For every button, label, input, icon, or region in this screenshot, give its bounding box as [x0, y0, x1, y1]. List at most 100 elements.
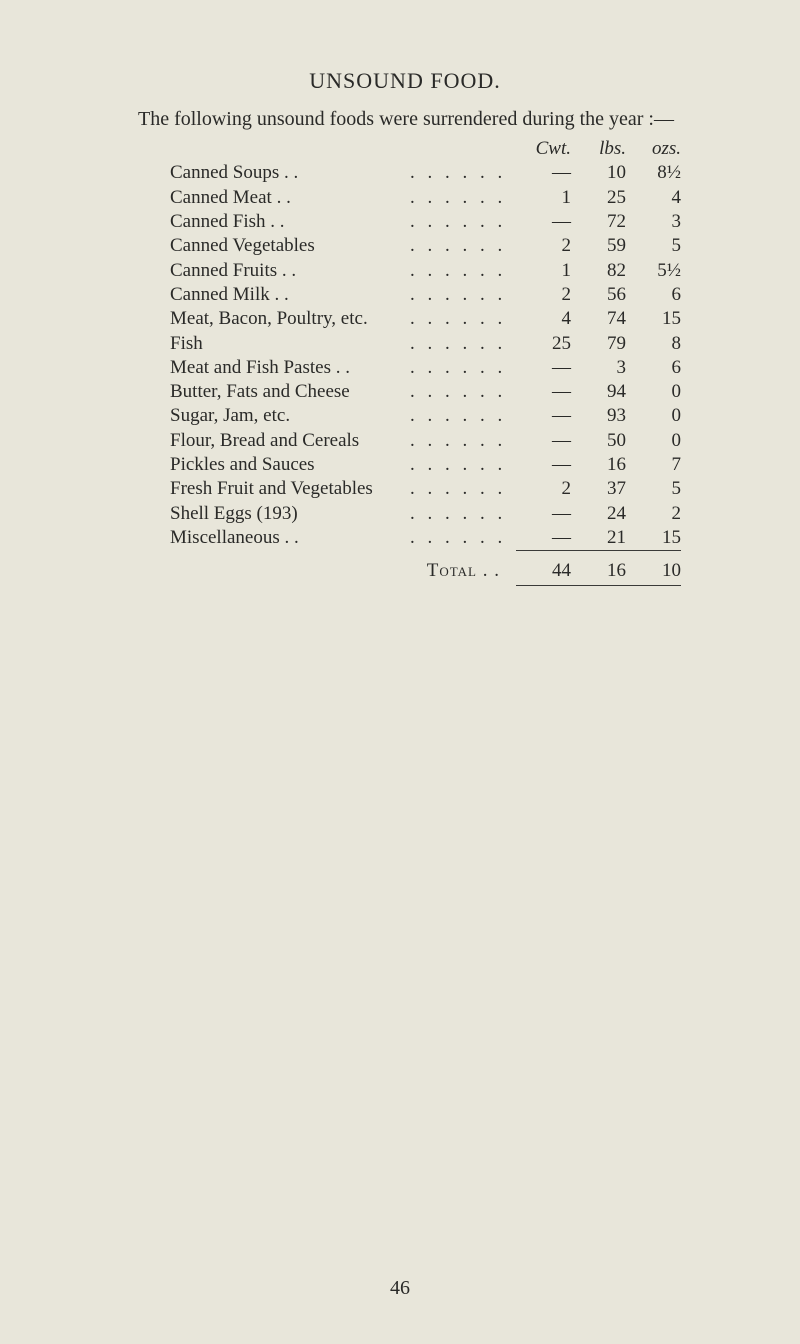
- row-cwt: 1: [516, 186, 571, 210]
- header-cwt: Cwt.: [516, 137, 571, 161]
- row-lbs: 50: [571, 429, 626, 453]
- total-ozs: 10: [626, 551, 681, 586]
- row-label: Canned Fish . .: [170, 210, 410, 234]
- table-row: Canned Milk . .. . . . . .2566: [170, 283, 681, 307]
- row-ozs: 8½: [626, 161, 681, 185]
- row-label: Canned Meat . .: [170, 186, 410, 210]
- page-number: 46: [0, 1277, 800, 1300]
- table-header-row: Cwt. lbs. ozs.: [170, 137, 681, 161]
- table-row: Shell Eggs (193). . . . . .—242: [170, 502, 681, 526]
- row-lbs: 59: [571, 234, 626, 258]
- row-ozs: 5: [626, 234, 681, 258]
- dot-leader: . . . . . .: [410, 259, 516, 283]
- row-lbs: 16: [571, 453, 626, 477]
- table-row: Pickles and Sauces. . . . . .—167: [170, 453, 681, 477]
- row-label: Fresh Fruit and Vegetables: [170, 477, 410, 501]
- table-row: Fish. . . . . .25798: [170, 332, 681, 356]
- row-label: Meat and Fish Pastes . .: [170, 356, 410, 380]
- table-row: Sugar, Jam, etc.. . . . . .—930: [170, 404, 681, 428]
- row-cwt: —: [516, 404, 571, 428]
- row-ozs: 3: [626, 210, 681, 234]
- row-lbs: 24: [571, 502, 626, 526]
- row-lbs: 93: [571, 404, 626, 428]
- row-cwt: 25: [516, 332, 571, 356]
- row-ozs: 0: [626, 429, 681, 453]
- total-cwt: 44: [516, 551, 571, 586]
- row-cwt: 2: [516, 234, 571, 258]
- food-table: Cwt. lbs. ozs. Canned Soups . .. . . . .…: [170, 137, 681, 586]
- row-label: Meat, Bacon, Poultry, etc.: [170, 307, 410, 331]
- row-ozs: 7: [626, 453, 681, 477]
- row-label: Sugar, Jam, etc.: [170, 404, 410, 428]
- row-lbs: 25: [571, 186, 626, 210]
- row-ozs: 15: [626, 307, 681, 331]
- table-row: Canned Soups . .. . . . . .—108½: [170, 161, 681, 185]
- row-label: Miscellaneous . .: [170, 526, 410, 551]
- row-lbs: 37: [571, 477, 626, 501]
- row-cwt: —: [516, 429, 571, 453]
- row-ozs: 6: [626, 356, 681, 380]
- row-lbs: 21: [571, 526, 626, 551]
- row-lbs: 94: [571, 380, 626, 404]
- row-ozs: 0: [626, 380, 681, 404]
- row-ozs: 6: [626, 283, 681, 307]
- dot-leader: . . . . . .: [410, 283, 516, 307]
- total-row: Total . . 44 16 10: [170, 551, 681, 586]
- intro-text: The following unsound foods were surrend…: [110, 108, 720, 131]
- row-label: Canned Vegetables: [170, 234, 410, 258]
- dot-leader: . . . . . .: [410, 186, 516, 210]
- dot-leader: . . . . . .: [410, 380, 516, 404]
- dot-leader: . . . . . .: [410, 526, 516, 551]
- table-row: Flour, Bread and Cereals. . . . . .—500: [170, 429, 681, 453]
- row-cwt: 1: [516, 259, 571, 283]
- row-label: Flour, Bread and Cereals: [170, 429, 410, 453]
- row-label: Butter, Fats and Cheese: [170, 380, 410, 404]
- row-label: Canned Soups . .: [170, 161, 410, 185]
- table-row: Canned Vegetables. . . . . .2595: [170, 234, 681, 258]
- dot-leader: . . . . . .: [410, 210, 516, 234]
- row-cwt: —: [516, 526, 571, 551]
- table-row: Meat and Fish Pastes . .. . . . . .—36: [170, 356, 681, 380]
- table-row: Miscellaneous . .. . . . . .—2115: [170, 526, 681, 551]
- row-ozs: 15: [626, 526, 681, 551]
- row-cwt: —: [516, 210, 571, 234]
- total-lbs: 16: [571, 551, 626, 586]
- dot-leader: . . . . . .: [410, 307, 516, 331]
- table-row: Butter, Fats and Cheese. . . . . .—940: [170, 380, 681, 404]
- row-lbs: 72: [571, 210, 626, 234]
- row-ozs: 4: [626, 186, 681, 210]
- row-ozs: 2: [626, 502, 681, 526]
- row-ozs: 0: [626, 404, 681, 428]
- dot-leader: . . . . . .: [410, 429, 516, 453]
- row-label: Pickles and Sauces: [170, 453, 410, 477]
- dot-leader: . . . . . .: [410, 234, 516, 258]
- table-row: Canned Meat . .. . . . . .1254: [170, 186, 681, 210]
- dot-leader: . . . . . .: [410, 477, 516, 501]
- row-lbs: 79: [571, 332, 626, 356]
- header-ozs: ozs.: [626, 137, 681, 161]
- table-row: Meat, Bacon, Poultry, etc.. . . . . .474…: [170, 307, 681, 331]
- row-cwt: 4: [516, 307, 571, 331]
- row-lbs: 82: [571, 259, 626, 283]
- header-lbs: lbs.: [571, 137, 626, 161]
- dot-leader: . . . . . .: [410, 161, 516, 185]
- row-lbs: 74: [571, 307, 626, 331]
- row-ozs: 5: [626, 477, 681, 501]
- page: UNSOUND FOOD. The following unsound food…: [0, 0, 800, 1344]
- total-label: Total . .: [410, 551, 516, 586]
- table-row: Canned Fish . .. . . . . .—723: [170, 210, 681, 234]
- row-cwt: —: [516, 356, 571, 380]
- page-title: UNSOUND FOOD.: [90, 68, 720, 94]
- dot-leader: . . . . . .: [410, 453, 516, 477]
- table-row: Fresh Fruit and Vegetables. . . . . .237…: [170, 477, 681, 501]
- row-lbs: 56: [571, 283, 626, 307]
- row-cwt: —: [516, 453, 571, 477]
- row-cwt: 2: [516, 283, 571, 307]
- row-label: Shell Eggs (193): [170, 502, 410, 526]
- dot-leader: . . . . . .: [410, 502, 516, 526]
- row-ozs: 5½: [626, 259, 681, 283]
- row-cwt: —: [516, 380, 571, 404]
- dot-leader: . . . . . .: [410, 332, 516, 356]
- row-cwt: —: [516, 161, 571, 185]
- row-cwt: 2: [516, 477, 571, 501]
